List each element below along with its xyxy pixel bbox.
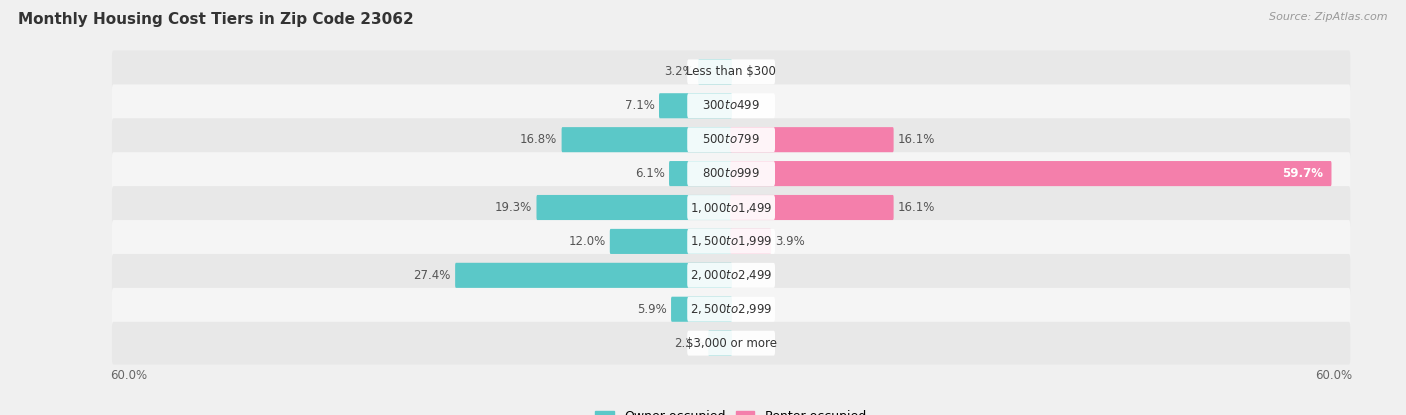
Text: Less than $300: Less than $300 [686,65,776,78]
FancyBboxPatch shape [688,263,775,288]
FancyBboxPatch shape [669,161,733,186]
Text: $1,500 to $1,999: $1,500 to $1,999 [690,234,772,249]
FancyBboxPatch shape [112,254,1350,297]
FancyBboxPatch shape [688,59,775,84]
FancyBboxPatch shape [456,263,733,288]
FancyBboxPatch shape [730,229,770,254]
Text: $800 to $999: $800 to $999 [702,167,761,180]
FancyBboxPatch shape [730,195,894,220]
FancyBboxPatch shape [112,152,1350,195]
Text: $500 to $799: $500 to $799 [702,133,761,146]
Text: 19.3%: 19.3% [495,201,533,214]
FancyBboxPatch shape [537,195,733,220]
Text: 6.1%: 6.1% [636,167,665,180]
FancyBboxPatch shape [688,331,775,356]
Text: 27.4%: 27.4% [413,269,451,282]
Text: 16.8%: 16.8% [520,133,557,146]
Text: 12.0%: 12.0% [568,235,606,248]
FancyBboxPatch shape [112,186,1350,229]
FancyBboxPatch shape [688,297,775,322]
FancyBboxPatch shape [671,297,733,322]
Text: $3,000 or more: $3,000 or more [686,337,776,350]
FancyBboxPatch shape [112,84,1350,127]
Text: Source: ZipAtlas.com: Source: ZipAtlas.com [1270,12,1388,22]
Text: 59.7%: 59.7% [1282,167,1323,180]
Text: 7.1%: 7.1% [624,99,655,112]
Text: Monthly Housing Cost Tiers in Zip Code 23062: Monthly Housing Cost Tiers in Zip Code 2… [18,12,413,27]
FancyBboxPatch shape [688,127,775,152]
Text: $300 to $499: $300 to $499 [702,99,761,112]
Text: 5.9%: 5.9% [637,303,666,316]
FancyBboxPatch shape [659,93,733,118]
Text: $1,000 to $1,499: $1,000 to $1,499 [690,200,772,215]
FancyBboxPatch shape [112,118,1350,161]
Text: 2.2%: 2.2% [673,337,704,350]
FancyBboxPatch shape [561,127,733,152]
FancyBboxPatch shape [709,331,733,356]
Text: 16.1%: 16.1% [898,201,935,214]
FancyBboxPatch shape [688,229,775,254]
FancyBboxPatch shape [730,127,894,152]
Legend: Owner-occupied, Renter-occupied: Owner-occupied, Renter-occupied [591,405,872,415]
Text: 3.9%: 3.9% [775,235,806,248]
FancyBboxPatch shape [112,322,1350,364]
Text: 16.1%: 16.1% [898,133,935,146]
FancyBboxPatch shape [688,195,775,220]
Text: $2,000 to $2,499: $2,000 to $2,499 [690,269,772,282]
FancyBboxPatch shape [112,51,1350,93]
FancyBboxPatch shape [112,220,1350,263]
FancyBboxPatch shape [112,288,1350,331]
FancyBboxPatch shape [688,93,775,118]
FancyBboxPatch shape [730,161,1331,186]
FancyBboxPatch shape [699,59,733,84]
Text: 3.2%: 3.2% [664,65,695,78]
FancyBboxPatch shape [688,161,775,186]
Text: $2,500 to $2,999: $2,500 to $2,999 [690,302,772,316]
FancyBboxPatch shape [610,229,733,254]
